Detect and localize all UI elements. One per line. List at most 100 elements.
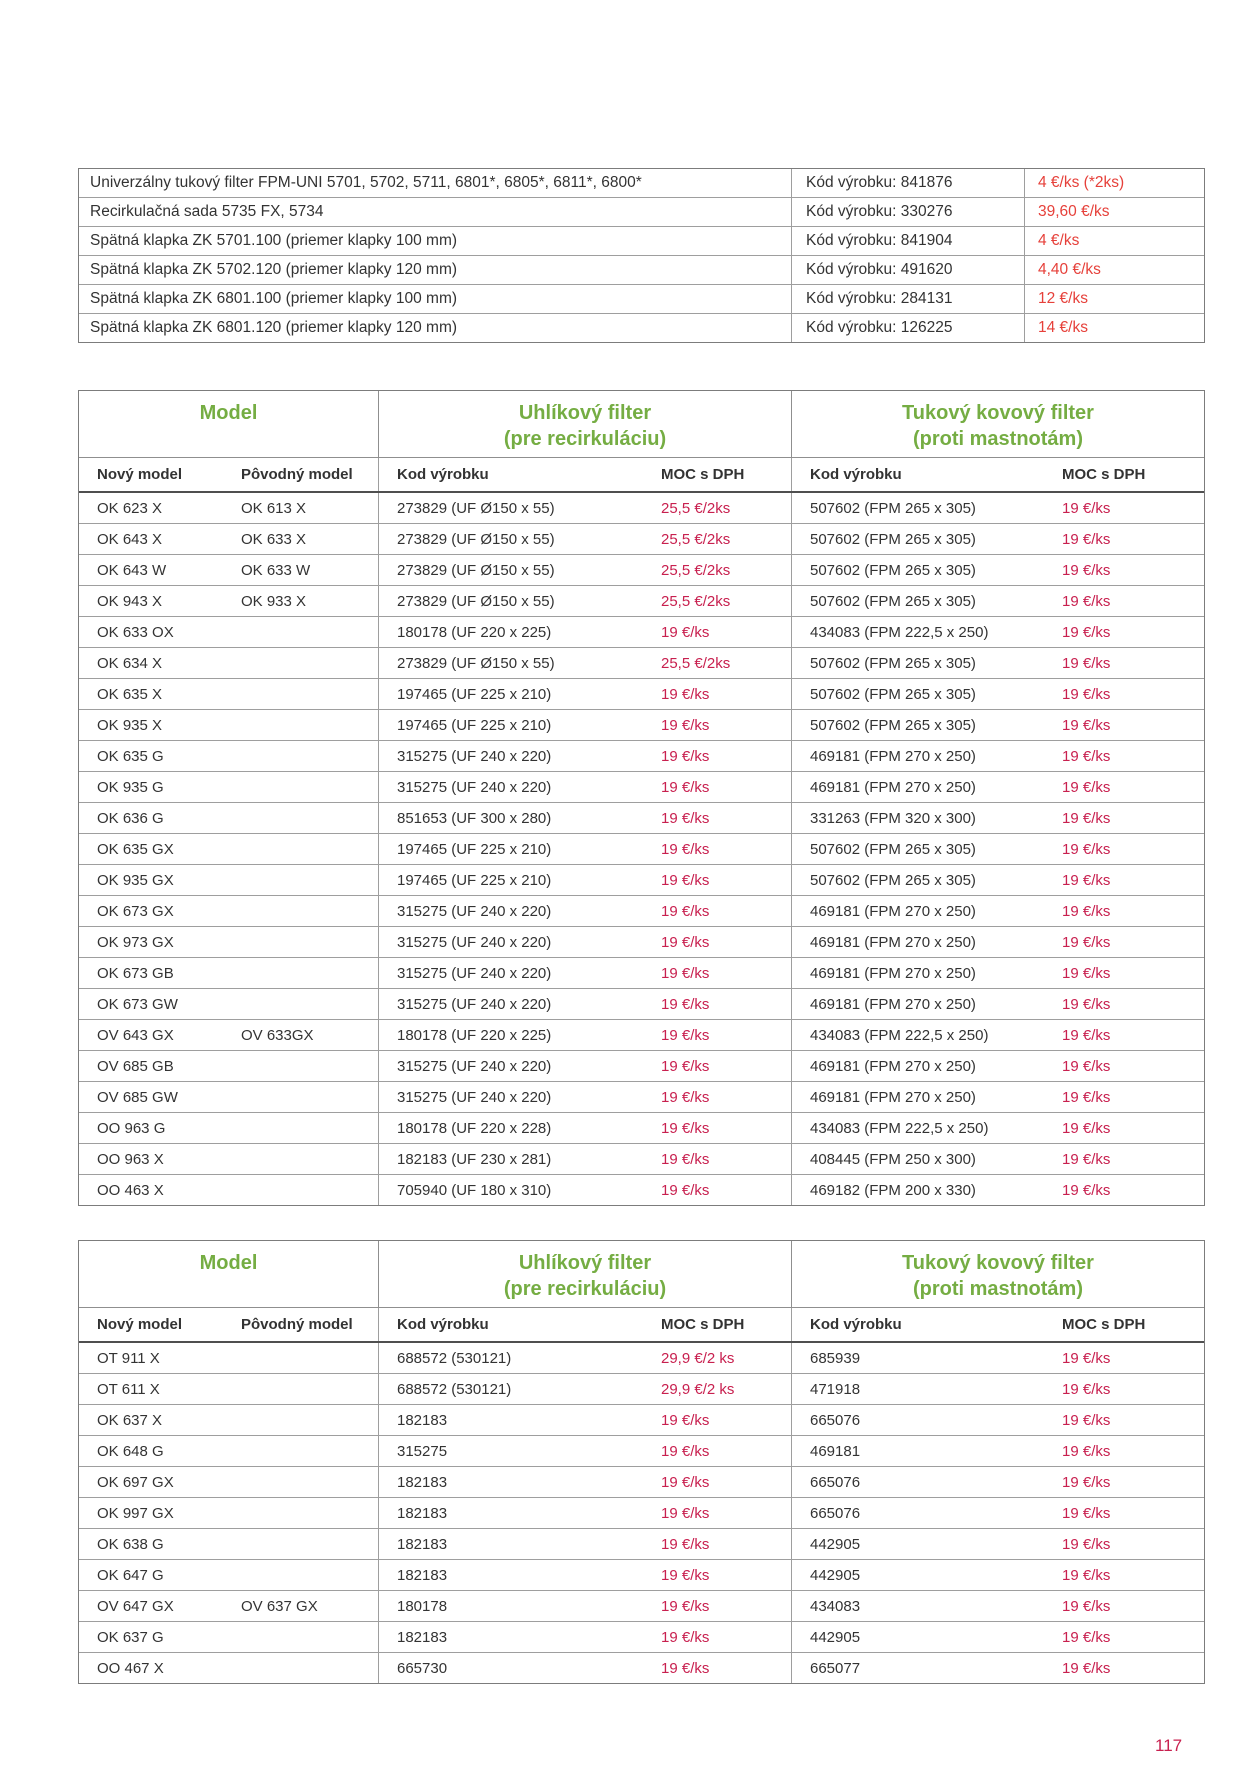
carbon-code-cell: 315275 (UF 240 x 220) [378, 1051, 661, 1081]
grease-code-cell: 469181 (FPM 270 x 250) [791, 958, 1062, 988]
grease-price-cell: 19 €/ks [1062, 1566, 1111, 1584]
carbon-code-cell: 315275 [378, 1436, 661, 1466]
carbon-code-cell: 273829 (UF Ø150 x 55) [378, 555, 661, 585]
old-model-cell [241, 1436, 378, 1466]
table-row: OV 643 GX OV 633GX 180178 (UF 220 x 225) 19… [79, 1020, 1204, 1051]
new-model-cell: OK 697 GX [97, 1473, 174, 1491]
new-model-cell: OO 963 X [97, 1150, 164, 1168]
carbon-code-cell: 180178 (UF 220 x 225) [378, 1020, 661, 1050]
new-model-cell: OT 611 X [97, 1380, 160, 1398]
grease-price-cell: 19 €/ks [1062, 1504, 1111, 1522]
carbon-header-line1: Uhlíkový filter [518, 1252, 652, 1274]
carbon-code-cell: 273829 (UF Ø150 x 55) [378, 648, 661, 678]
grease-price-cell: 19 €/ks [1062, 995, 1111, 1013]
grease-code-cell: 471918 [791, 1374, 1062, 1404]
col-new-model: Nový model [97, 1316, 183, 1333]
old-model-cell [241, 1560, 378, 1590]
grease-code-cell: 507602 (FPM 265 x 305) [791, 555, 1062, 585]
product-name: Univerzálny tukový filter FPM-UNI 5701, … [90, 174, 642, 191]
new-model-cell: OK 935 X [97, 716, 163, 734]
grease-code-cell: 685939 [791, 1343, 1062, 1373]
carbon-code-cell: 180178 [378, 1591, 661, 1621]
old-model-cell [241, 1622, 378, 1652]
table-row: OK 633 OX 180178 (UF 220 x 225) 19 €/ks 434… [79, 617, 1204, 648]
col-grease-code: Kod výrobku [791, 1308, 1062, 1341]
grease-code-cell: 469181 (FPM 270 x 250) [791, 1051, 1062, 1081]
carbon-code-cell: 197465 (UF 225 x 210) [378, 865, 661, 895]
old-model-cell [241, 1405, 378, 1435]
carbon-price-cell: 19 €/ks [661, 1119, 710, 1137]
table-row: OO 463 X 705940 (UF 180 x 310) 19 €/ks 4691… [79, 1175, 1204, 1205]
old-model-cell [241, 1653, 378, 1683]
new-model-cell: OK 935 GX [97, 871, 174, 889]
grease-code-cell: 665076 [791, 1498, 1062, 1528]
new-model-cell: OV 685 GW [97, 1088, 178, 1106]
table-row: OK 673 GX 315275 (UF 240 x 220) 19 €/ks 469… [79, 896, 1204, 927]
product-row: Spätná klapka ZK 5701.100 (priemer klapk… [79, 227, 1204, 256]
grease-code-cell: 507602 (FPM 265 x 305) [791, 710, 1062, 740]
product-price: 39,60 €/ks [1024, 198, 1204, 226]
grease-price-cell: 19 €/ks [1062, 1026, 1111, 1044]
grease-code-cell: 434083 (FPM 222,5 x 250) [791, 617, 1062, 647]
grease-code-cell: 442905 [791, 1560, 1062, 1590]
table-row: OK 673 GW 315275 (UF 240 x 220) 19 €/ks 469… [79, 989, 1204, 1020]
page-number: 117 [1155, 1736, 1183, 1755]
product-name: Spätná klapka ZK 5701.100 (priemer klapk… [90, 232, 458, 249]
table-row: OK 637 G 182183 19 €/ks 442905 19 €/ks [79, 1622, 1204, 1653]
table-row: OO 963 G 180178 (UF 220 x 228) 19 €/ks 4340… [79, 1113, 1204, 1144]
header-model: Model [79, 391, 378, 457]
carbon-price-cell: 19 €/ks [661, 933, 710, 951]
product-price: 4,40 €/ks [1024, 256, 1204, 284]
grease-code-cell: 469181 (FPM 270 x 250) [791, 927, 1062, 957]
product-row: Spätná klapka ZK 6801.100 (priemer klapk… [79, 285, 1204, 314]
table-row: OK 673 GB 315275 (UF 240 x 220) 19 €/ks 469… [79, 958, 1204, 989]
grease-price-cell: 19 €/ks [1062, 964, 1111, 982]
product-row: Univerzálny tukový filter FPM-UNI 5701, … [79, 169, 1204, 198]
table-row: OK 943 X OK 933 X 273829 (UF Ø150 x 55) 25,… [79, 586, 1204, 617]
filter-table-2-body: OT 911 X 688572 (530121) 29,9 €/2 ks 685939… [79, 1343, 1204, 1683]
carbon-price-cell: 19 €/ks [661, 623, 710, 641]
grease-code-cell: 469181 (FPM 270 x 250) [791, 772, 1062, 802]
grease-code-cell: 442905 [791, 1622, 1062, 1652]
old-model-cell: OK 633 X [241, 530, 307, 548]
old-model-cell [241, 679, 378, 709]
grease-code-cell: 507602 (FPM 265 x 305) [791, 865, 1062, 895]
old-model-cell [241, 1144, 378, 1174]
product-code: Kód výrobku: 330276 [791, 198, 1024, 226]
grease-code-cell: 507602 (FPM 265 x 305) [791, 679, 1062, 709]
carbon-price-cell: 25,5 €/2ks [661, 530, 731, 548]
carbon-code-cell: 197465 (UF 225 x 210) [378, 679, 661, 709]
product-price: 4 €/ks (*2ks) [1024, 169, 1204, 197]
old-model-cell [241, 1082, 378, 1112]
carbon-code-cell: 315275 (UF 240 x 220) [378, 989, 661, 1019]
new-model-cell: OK 643 W [97, 561, 167, 579]
table-row: OK 997 GX 182183 19 €/ks 665076 19 €/ks [79, 1498, 1204, 1529]
carbon-header-line2: (pre recirkuláciu) [503, 428, 667, 450]
product-name: Recirkulačná sada 5735 FX, 5734 [90, 203, 324, 220]
carbon-code-cell: 273829 (UF Ø150 x 55) [378, 493, 661, 523]
new-model-cell: OK 673 GW [97, 995, 178, 1013]
new-model-cell: OK 633 OX [97, 623, 174, 641]
old-model-cell [241, 741, 378, 771]
grease-price-cell: 19 €/ks [1062, 1057, 1111, 1075]
carbon-price-cell: 19 €/ks [661, 1411, 710, 1429]
old-model-cell [241, 1529, 378, 1559]
table-row: OK 973 GX 315275 (UF 240 x 220) 19 €/ks 469… [79, 927, 1204, 958]
table-row: OK 643 W OK 633 W 273829 (UF Ø150 x 55) 25,… [79, 555, 1204, 586]
product-code: Kód výrobku: 841876 [791, 169, 1024, 197]
grease-price-cell: 19 €/ks [1062, 778, 1111, 796]
carbon-price-cell: 19 €/ks [661, 1442, 710, 1460]
grease-code-cell: 469181 (FPM 270 x 250) [791, 896, 1062, 926]
new-model-cell: OK 637 X [97, 1411, 163, 1429]
old-model-cell [241, 989, 378, 1019]
new-model-cell: OK 623 X [97, 499, 163, 517]
grease-price-cell: 19 €/ks [1062, 1380, 1111, 1398]
new-model-cell: OV 647 GX [97, 1597, 174, 1615]
carbon-code-cell: 273829 (UF Ø150 x 55) [378, 586, 661, 616]
product-name: Spätná klapka ZK 6801.120 (priemer klapk… [90, 319, 458, 336]
product-price: 14 €/ks [1024, 314, 1204, 342]
carbon-code-cell: 182183 [378, 1467, 661, 1497]
carbon-code-cell: 182183 (UF 230 x 281) [378, 1144, 661, 1174]
new-model-cell: OK 973 GX [97, 933, 174, 951]
carbon-code-cell: 688572 (530121) [378, 1374, 661, 1404]
